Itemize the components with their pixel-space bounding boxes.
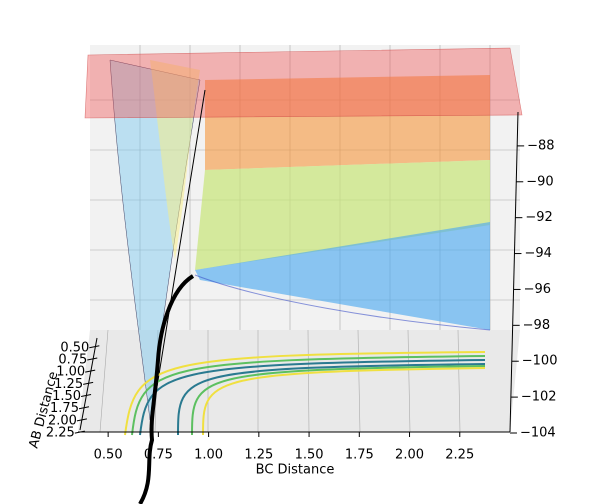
trajectory — [138, 274, 195, 504]
z-tick-label: −98 — [523, 318, 550, 333]
x-tick-label: 2.00 — [395, 448, 424, 463]
x-axis-label: BC Distance — [256, 463, 335, 478]
x-tick-label: 1.25 — [244, 448, 273, 463]
y-tick-label: 2.25 — [46, 426, 75, 441]
x-tick-label: 1.75 — [345, 448, 374, 463]
z-tick-label: −100 — [522, 354, 558, 369]
z-tick-label: −92 — [525, 210, 552, 225]
z-tick-label: −104 — [520, 426, 556, 441]
y-tick-label: 1.25 — [54, 377, 83, 392]
y-tick-label: 0.50 — [60, 340, 89, 355]
y-tick — [89, 345, 100, 349]
x-tick-label: 1.50 — [295, 448, 324, 463]
z-tick-label: −90 — [526, 174, 553, 189]
x-tick-label: 2.25 — [445, 448, 474, 463]
x-tick-label: 0.50 — [94, 448, 123, 463]
y-tick-label: 2.00 — [48, 413, 77, 428]
z-tick-label: −94 — [524, 246, 551, 261]
z-tick-label: −96 — [524, 282, 551, 297]
y-tick-label: 1.50 — [52, 389, 81, 404]
y-tick — [76, 418, 88, 422]
surface — [84, 47, 523, 431]
y-tick — [87, 357, 98, 361]
y-tick — [83, 381, 94, 385]
x-tick-label: 1.00 — [194, 448, 223, 463]
y-tick — [78, 406, 90, 410]
y-tick — [85, 369, 96, 373]
y-tick-label: 1.75 — [50, 401, 79, 416]
y-tick-label: 0.75 — [58, 352, 87, 367]
y-tick — [74, 430, 85, 434]
y-tick — [80, 394, 92, 398]
floor-contours — [124, 351, 486, 436]
z-tick-label: −88 — [527, 138, 554, 153]
z-tick-label: −102 — [521, 390, 557, 405]
y-tick-label: 1.00 — [56, 365, 85, 380]
axes — [78, 111, 519, 433]
x-tick-label: 0.75 — [144, 448, 173, 463]
